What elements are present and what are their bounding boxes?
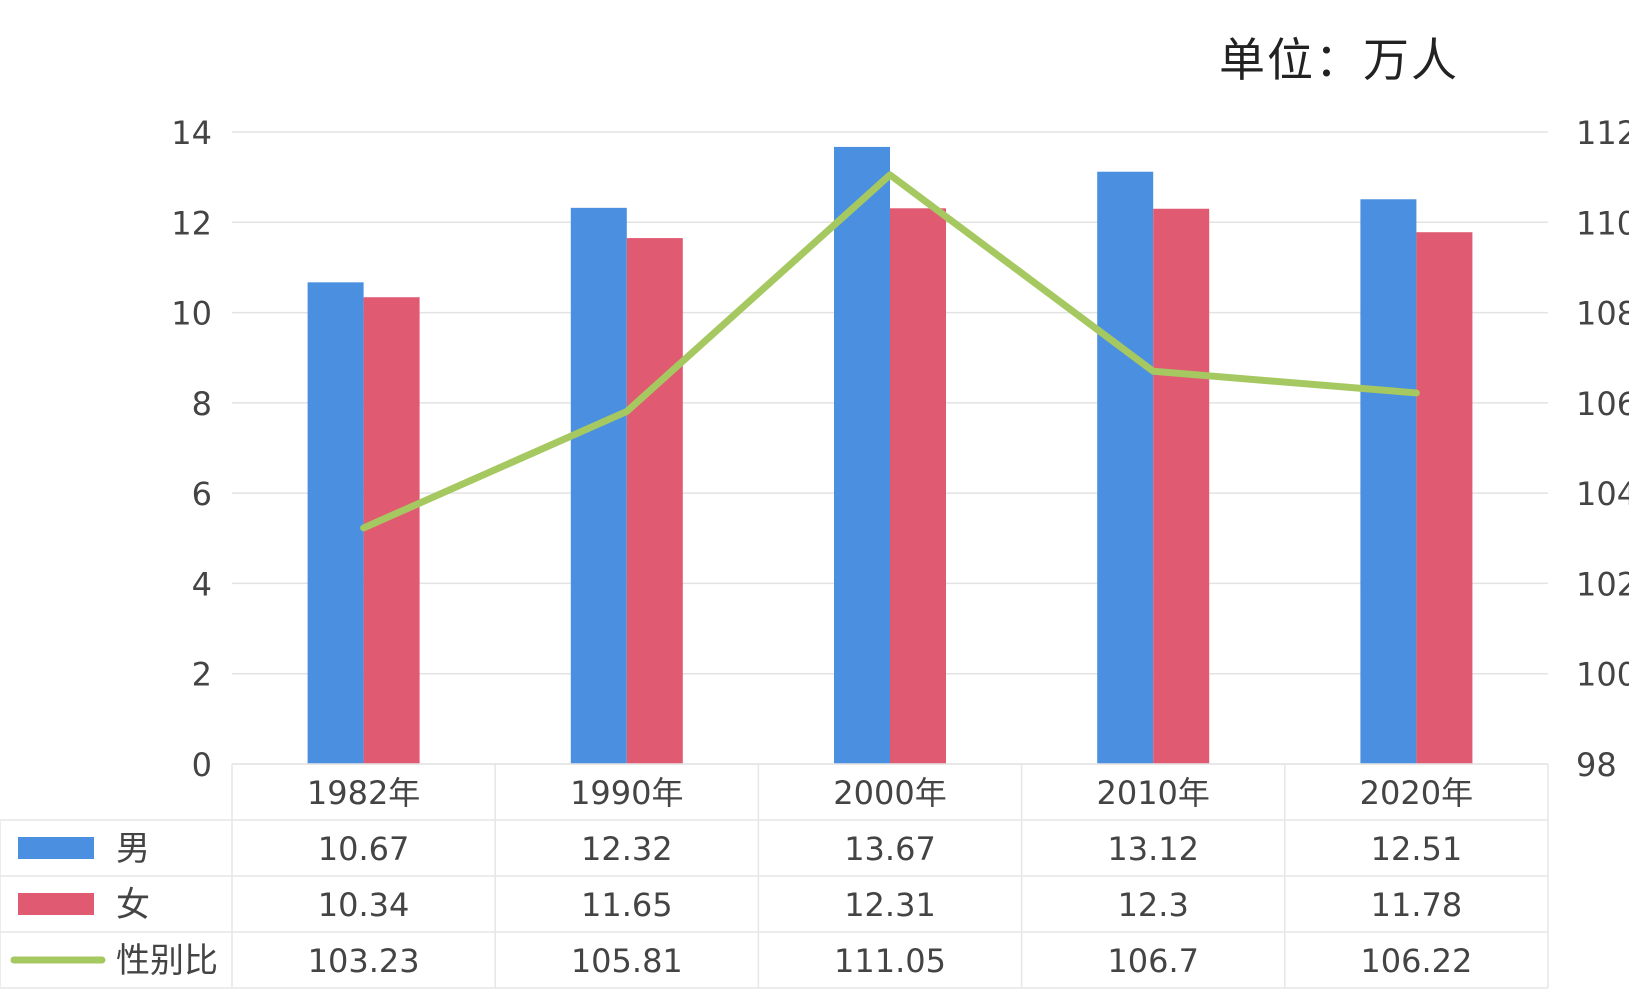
y-left-tick-label: 2 <box>192 656 212 694</box>
data-label: 10.67 <box>318 830 410 868</box>
y-right-tick-label: 102 <box>1576 565 1629 603</box>
y-left-tick-label: 4 <box>192 565 212 603</box>
x-tick-label: 1982年 <box>307 774 420 812</box>
bar-female <box>626 238 683 765</box>
data-label: 11.78 <box>1371 886 1463 924</box>
y-left-tick-label: 14 <box>171 114 212 152</box>
x-tick-label: 2000年 <box>833 774 946 812</box>
legend-key-male <box>18 837 94 859</box>
y-right-tick-label: 98 <box>1576 746 1617 784</box>
y-right-tick-label: 112 <box>1576 114 1629 152</box>
legend-label: 男 <box>116 829 150 869</box>
y-right-tick-label: 100 <box>1576 656 1629 694</box>
x-tick-label: 2020年 <box>1360 774 1473 812</box>
data-label: 106.7 <box>1107 942 1199 980</box>
legend-label: 性别比 <box>116 941 218 981</box>
data-label: 105.81 <box>571 942 683 980</box>
data-label: 12.3 <box>1118 886 1189 924</box>
bar-male <box>1360 199 1417 764</box>
data-label: 11.65 <box>581 886 673 924</box>
bar-female <box>1153 208 1210 764</box>
data-label: 13.12 <box>1107 830 1199 868</box>
line-sex-ratio <box>360 171 1420 532</box>
legend-key-female <box>18 893 94 915</box>
y-left-tick-label: 8 <box>192 385 212 423</box>
y-right-tick-label: 108 <box>1576 295 1629 333</box>
unit-label: 单位：万人 <box>1219 33 1459 87</box>
data-label: 111.05 <box>834 942 946 980</box>
data-label: 12.31 <box>844 886 936 924</box>
bar-male <box>570 207 627 765</box>
x-tick-label: 2010年 <box>1096 774 1209 812</box>
y-left-tick-label: 0 <box>192 746 212 784</box>
bar-female <box>1416 232 1473 764</box>
y-right-tick-label: 110 <box>1576 204 1629 242</box>
bar-male <box>1097 171 1154 764</box>
data-label: 10.34 <box>318 886 410 924</box>
y-right-tick-label: 106 <box>1576 385 1629 423</box>
data-label: 12.51 <box>1371 830 1463 868</box>
data-label: 13.67 <box>844 830 936 868</box>
x-tick-label: 1990年 <box>570 774 683 812</box>
y-right-tick-label: 104 <box>1576 475 1629 513</box>
data-label: 103.23 <box>308 942 420 980</box>
y-left-tick-label: 6 <box>192 475 212 513</box>
data-label: 12.32 <box>581 830 673 868</box>
bar-female <box>363 297 420 764</box>
legend-label: 女 <box>116 885 150 925</box>
bar-male <box>834 146 890 764</box>
bar-female <box>890 208 946 764</box>
bar-male <box>307 282 364 764</box>
data-label: 106.22 <box>1360 942 1472 980</box>
y-left-tick-label: 10 <box>171 295 212 333</box>
y-left-tick-label: 12 <box>171 204 212 242</box>
